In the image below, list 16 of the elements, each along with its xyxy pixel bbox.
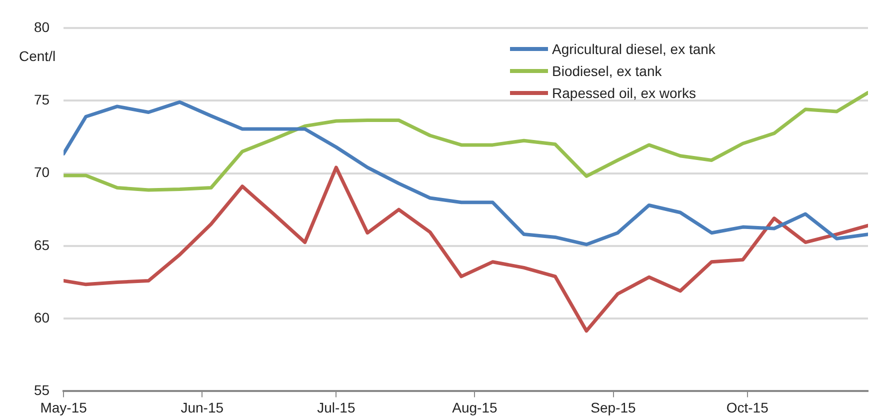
y-tick-label: 60 [34, 309, 50, 326]
legend-label: Rapessed oil, ex works [552, 84, 696, 103]
x-tick-label: Jul-15 [317, 399, 356, 416]
legend-label: Biodiesel, ex tank [552, 62, 662, 81]
x-tick-label: Sep-15 [590, 399, 636, 416]
x-tick-label: Aug-15 [452, 399, 498, 416]
x-tick-label: May-15 [40, 399, 88, 416]
x-tick-label: Jun-15 [180, 399, 224, 416]
y-tick-label: 65 [34, 236, 50, 253]
y-tick-label: 75 [34, 92, 50, 108]
x-tick-label: Oct-15 [726, 399, 769, 416]
y-tick-label: 55 [34, 382, 50, 398]
y-tick-label: 70 [34, 164, 50, 180]
legend-label: Agricultural diesel, ex tank [552, 40, 716, 59]
y-tick-label: 80 [34, 18, 50, 35]
y-axis-title: Cent/l [18, 48, 56, 64]
